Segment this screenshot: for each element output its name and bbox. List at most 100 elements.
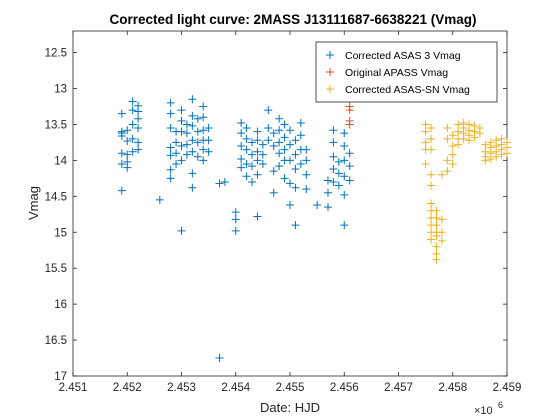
x-tick-label: 2.458 bbox=[438, 382, 467, 394]
y-tick-label: 17 bbox=[54, 371, 67, 383]
data-point bbox=[237, 163, 246, 172]
data-point bbox=[291, 183, 300, 192]
data-point bbox=[296, 159, 305, 168]
y-tick-label: 14.5 bbox=[45, 191, 67, 203]
data-point bbox=[177, 116, 186, 125]
data-point bbox=[448, 150, 457, 159]
y-tick-label: 14 bbox=[54, 155, 67, 167]
data-point bbox=[253, 212, 262, 221]
data-point bbox=[204, 147, 213, 156]
data-point bbox=[465, 136, 474, 145]
data-point bbox=[329, 126, 338, 135]
data-point bbox=[323, 188, 332, 197]
data-point bbox=[421, 120, 430, 129]
x-tick-label: 2.451 bbox=[59, 382, 88, 394]
data-point bbox=[459, 134, 468, 143]
data-point bbox=[448, 131, 457, 140]
data-point bbox=[302, 185, 311, 194]
data-point bbox=[237, 119, 246, 127]
data-point bbox=[258, 159, 267, 168]
data-point bbox=[481, 156, 490, 165]
data-point bbox=[166, 174, 175, 183]
data-point bbox=[448, 159, 457, 168]
data-point bbox=[166, 165, 175, 174]
x-tick-label: 2.455 bbox=[276, 382, 305, 394]
data-point bbox=[291, 150, 300, 159]
data-point bbox=[177, 142, 186, 150]
data-point bbox=[437, 170, 446, 179]
y-axis-label: Vmag bbox=[26, 186, 41, 220]
data-point bbox=[475, 129, 484, 138]
data-point bbox=[269, 129, 278, 138]
data-point bbox=[286, 200, 294, 209]
data-point bbox=[492, 152, 501, 161]
y-tick-label: 13.5 bbox=[45, 119, 67, 131]
series-1 bbox=[117, 95, 354, 363]
legend-label: Corrected ASAS-SN Vmag bbox=[345, 84, 470, 96]
data-point bbox=[340, 142, 349, 150]
data-point bbox=[237, 142, 246, 150]
data-point bbox=[242, 159, 251, 168]
data-point bbox=[340, 221, 349, 230]
data-point bbox=[123, 150, 132, 159]
data-point bbox=[443, 134, 452, 143]
data-point bbox=[188, 169, 197, 178]
y-tick-label: 16.5 bbox=[45, 335, 67, 347]
data-point bbox=[269, 188, 278, 197]
data-point bbox=[313, 200, 322, 209]
data-point bbox=[302, 170, 311, 179]
data-point bbox=[166, 109, 175, 118]
data-point bbox=[242, 145, 251, 154]
data-point bbox=[432, 242, 441, 251]
data-point bbox=[199, 102, 208, 111]
data-point bbox=[242, 124, 251, 133]
x-tick-label: 2.453 bbox=[167, 382, 196, 394]
data-point bbox=[193, 127, 202, 136]
y-axis-ticks: 12.5 13 13.5 14 14.5 15 15.5 16 16.5 17 bbox=[45, 48, 507, 383]
data-point bbox=[443, 124, 452, 133]
data-point bbox=[497, 150, 506, 159]
data-point bbox=[427, 235, 436, 244]
data-point bbox=[345, 120, 354, 129]
data-point bbox=[177, 156, 186, 165]
legend-label: Corrected ASAS 3 Vmag bbox=[345, 50, 461, 62]
x-tick-label: 2.452 bbox=[113, 382, 142, 394]
data-point bbox=[421, 138, 430, 147]
data-point bbox=[340, 172, 349, 181]
chart-title: Corrected light curve: 2MASS J13111687-6… bbox=[110, 12, 477, 27]
data-marks bbox=[117, 95, 511, 363]
data-point bbox=[275, 149, 284, 158]
data-point bbox=[188, 121, 197, 130]
legend-box bbox=[315, 41, 498, 103]
data-point bbox=[220, 177, 229, 186]
data-point bbox=[427, 181, 436, 190]
data-point bbox=[437, 215, 446, 224]
data-point bbox=[134, 124, 143, 133]
data-point bbox=[188, 147, 197, 156]
data-point bbox=[123, 163, 132, 172]
data-point bbox=[128, 134, 137, 143]
data-point bbox=[329, 138, 338, 147]
data-point bbox=[134, 114, 143, 123]
data-point bbox=[128, 106, 137, 115]
data-point bbox=[253, 147, 262, 156]
data-point bbox=[231, 215, 240, 224]
data-point bbox=[248, 150, 257, 159]
data-point bbox=[291, 221, 300, 230]
data-point bbox=[177, 226, 186, 235]
data-point bbox=[454, 140, 463, 149]
data-point bbox=[134, 138, 143, 147]
legend-label: Original APASS Vmag bbox=[345, 67, 448, 79]
series-2 bbox=[345, 102, 354, 129]
data-point bbox=[166, 151, 175, 160]
data-point bbox=[454, 127, 463, 136]
data-point bbox=[421, 127, 430, 136]
data-point bbox=[128, 147, 137, 156]
data-point bbox=[340, 129, 349, 138]
data-point bbox=[177, 106, 186, 115]
y-tick-label: 12.5 bbox=[45, 48, 67, 60]
data-point bbox=[231, 208, 240, 217]
x-axis-exponent-base: ×10 bbox=[474, 405, 493, 417]
